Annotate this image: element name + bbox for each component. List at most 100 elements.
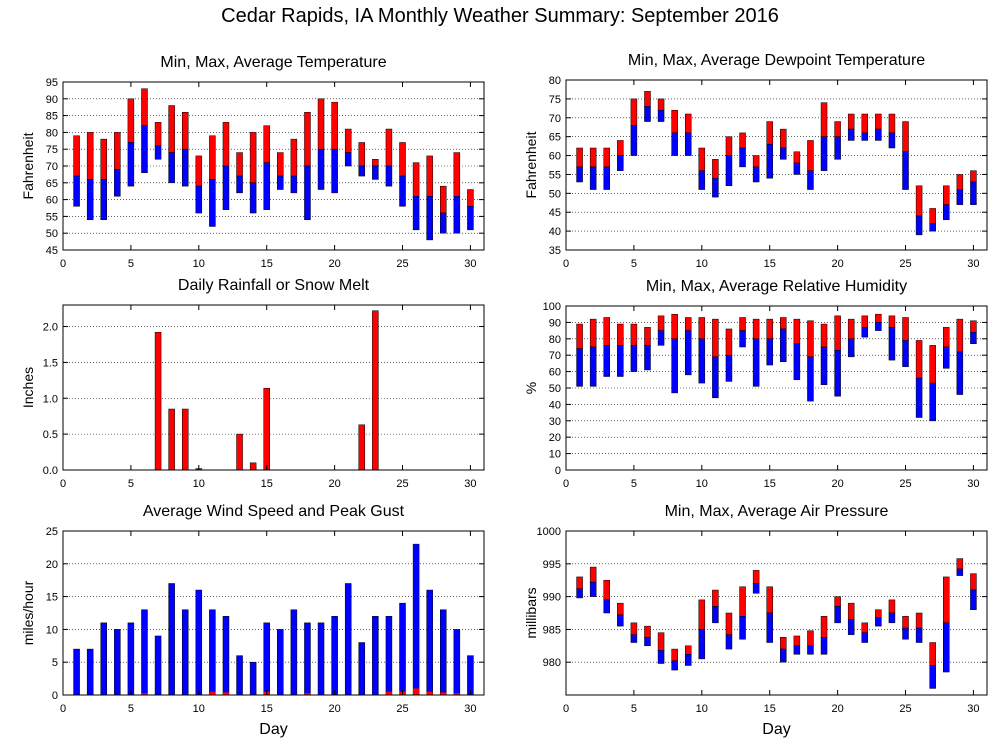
bar-max-to-avg xyxy=(807,140,814,171)
x-tick-label: 5 xyxy=(631,703,637,715)
bar-avg-to-min xyxy=(100,179,107,221)
bar-rainfall xyxy=(154,332,162,471)
bar-avg-to-min xyxy=(236,175,243,194)
bar-avg-to-min xyxy=(141,125,148,173)
bar-max-to-avg xyxy=(589,318,597,348)
bar-peak-gust xyxy=(413,688,420,695)
plot-frame xyxy=(62,530,485,696)
bar-max-to-avg xyxy=(617,323,624,346)
bar-average-wind xyxy=(236,655,243,696)
bar-avg-to-min xyxy=(861,132,869,141)
bar-avg-to-min xyxy=(154,145,162,160)
x-tick-label: 30 xyxy=(967,703,979,715)
bar-avg-to-min xyxy=(630,345,638,372)
x-tick-label: 0 xyxy=(60,258,66,270)
bar-avg-to-min xyxy=(712,356,719,399)
bar-max-to-avg xyxy=(725,328,733,356)
bar-avg-to-min xyxy=(834,136,841,160)
x-tick-label: 30 xyxy=(967,258,979,270)
bar-avg-to-min xyxy=(440,212,447,234)
bar-avg-to-min xyxy=(589,346,597,387)
bar-avg-to-min xyxy=(181,148,189,187)
x-tick-label: 25 xyxy=(899,703,911,715)
bar-max-to-avg xyxy=(875,609,882,618)
bar-avg-to-min xyxy=(426,195,433,241)
page-title: Cedar Rapids, IA Monthly Weather Summary… xyxy=(221,5,779,27)
bar-max-to-avg xyxy=(236,152,243,177)
bar-peak-gust xyxy=(440,692,447,695)
y-tick-label: 50 xyxy=(46,228,58,240)
bar-peak-gust xyxy=(453,693,460,695)
x-tick-label: 30 xyxy=(967,478,979,490)
bar-avg-to-min xyxy=(807,170,814,190)
bar-average-wind xyxy=(73,648,80,696)
bar-max-to-avg xyxy=(943,185,950,205)
bar-avg-to-min xyxy=(712,177,719,198)
x-tick-label: 15 xyxy=(261,258,273,270)
bar-avg-to-min xyxy=(752,166,760,183)
bar-avg-to-min xyxy=(671,660,678,671)
plot-frame xyxy=(565,530,988,696)
bar-max-to-avg xyxy=(956,558,964,570)
bar-max-to-avg xyxy=(385,128,393,167)
bar-average-wind xyxy=(440,609,447,696)
bar-peak-gust xyxy=(304,693,311,695)
bar-max-to-avg xyxy=(915,612,923,629)
bar-max-to-avg xyxy=(644,327,651,346)
bar-max-to-avg xyxy=(644,625,651,638)
bar-avg-to-min xyxy=(943,346,950,369)
y-tick-label: 70 xyxy=(549,113,561,125)
bar-max-to-avg xyxy=(712,159,719,179)
bar-avg-to-min xyxy=(589,166,597,190)
bar-avg-to-min xyxy=(372,165,379,180)
x-tick-label: 10 xyxy=(696,258,708,270)
y-tick-label: 75 xyxy=(549,94,561,106)
bar-max-to-avg xyxy=(209,135,216,180)
bar-max-to-avg xyxy=(820,102,828,137)
y-tick-label: 70 xyxy=(549,350,561,362)
bar-max-to-avg xyxy=(739,132,746,149)
bar-rainfall xyxy=(236,433,243,471)
bar-max-to-avg xyxy=(671,109,678,134)
bar-avg-to-min xyxy=(576,166,583,183)
bar-max-to-avg xyxy=(73,135,80,177)
bar-max-to-avg xyxy=(875,113,882,130)
x-tick-label: 5 xyxy=(128,478,134,490)
y-tick-label: 1.0 xyxy=(43,393,58,405)
bar-avg-to-min xyxy=(929,382,936,422)
bar-avg-to-min xyxy=(684,330,692,376)
x-tick-label: 20 xyxy=(328,478,340,490)
bar-avg-to-min xyxy=(943,204,950,221)
x-tick-label: 5 xyxy=(128,258,134,270)
bar-average-wind xyxy=(344,583,352,696)
bar-max-to-avg xyxy=(671,313,678,340)
bar-avg-to-min xyxy=(399,175,406,207)
bar-avg-to-min xyxy=(73,175,80,207)
y-tick-label: 100 xyxy=(543,301,561,313)
bar-peak-gust xyxy=(426,691,433,695)
x-axis-label: Day xyxy=(259,721,287,738)
bar-rainfall xyxy=(358,424,366,471)
bar-max-to-avg xyxy=(793,151,801,164)
bar-rainfall xyxy=(168,408,175,471)
bar-max-to-avg xyxy=(807,630,814,647)
bar-max-to-avg xyxy=(698,147,706,171)
bar-max-to-avg xyxy=(847,113,855,130)
y-tick-label: 985 xyxy=(543,624,561,636)
x-tick-label: 0 xyxy=(563,703,569,715)
bar-max-to-avg xyxy=(725,612,733,635)
bar-max-to-avg xyxy=(440,185,447,214)
x-tick-label: 30 xyxy=(464,258,476,270)
bar-max-to-avg xyxy=(888,315,896,328)
x-tick-label: 15 xyxy=(261,478,273,490)
bar-max-to-avg xyxy=(820,616,828,638)
bar-avg-to-min xyxy=(902,627,909,640)
y-axis-label: % xyxy=(523,382,539,394)
bar-avg-to-min xyxy=(603,599,610,614)
bar-avg-to-min xyxy=(698,338,706,384)
x-tick-label: 15 xyxy=(764,258,776,270)
plot-frame xyxy=(565,79,988,251)
bar-max-to-avg xyxy=(603,147,610,168)
y-tick-label: 60 xyxy=(549,367,561,379)
